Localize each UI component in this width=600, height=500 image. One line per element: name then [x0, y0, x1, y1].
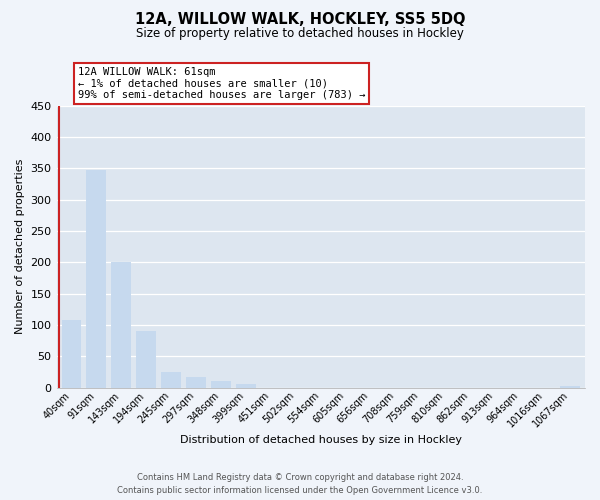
Bar [236, 384, 256, 388]
Bar [560, 386, 580, 388]
Bar [62, 320, 82, 388]
Bar [112, 262, 131, 388]
Bar [186, 377, 206, 388]
Bar [136, 330, 156, 388]
Text: 12A, WILLOW WALK, HOCKLEY, SS5 5DQ: 12A, WILLOW WALK, HOCKLEY, SS5 5DQ [135, 12, 465, 28]
Bar [161, 372, 181, 388]
Text: 12A WILLOW WALK: 61sqm
← 1% of detached houses are smaller (10)
99% of semi-deta: 12A WILLOW WALK: 61sqm ← 1% of detached … [77, 67, 365, 100]
Bar [211, 382, 231, 388]
X-axis label: Distribution of detached houses by size in Hockley: Distribution of detached houses by size … [180, 435, 462, 445]
Text: Size of property relative to detached houses in Hockley: Size of property relative to detached ho… [136, 28, 464, 40]
Text: Contains HM Land Registry data © Crown copyright and database right 2024.
Contai: Contains HM Land Registry data © Crown c… [118, 474, 482, 495]
Bar [86, 170, 106, 388]
Y-axis label: Number of detached properties: Number of detached properties [15, 159, 25, 334]
